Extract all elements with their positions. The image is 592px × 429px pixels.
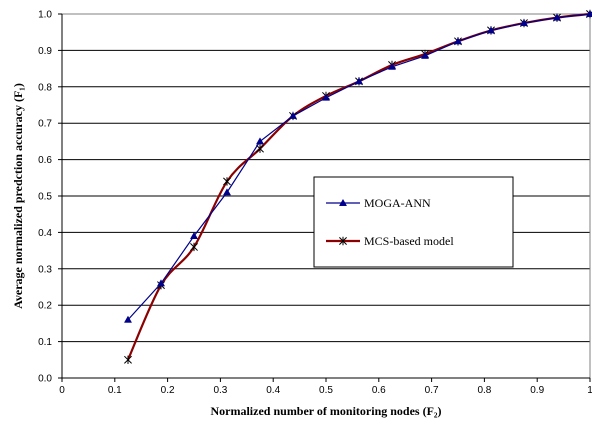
x-tick-label: 0.8 (477, 385, 491, 396)
data-point-moga-ann (552, 13, 562, 21)
data-point-moga-ann (255, 137, 265, 145)
data-point-moga-ann (189, 231, 199, 239)
x-tick-label: 0.6 (372, 385, 386, 396)
data-point-moga-ann (288, 111, 298, 119)
data-point-moga-ann (519, 18, 529, 27)
data-point-mcs-based-model (124, 355, 132, 364)
legend-marker (339, 236, 347, 246)
x-tick-label: 0.7 (425, 385, 439, 396)
legend: MOGA-ANN MCS-based model (313, 176, 514, 268)
data-point-moga-ann (156, 279, 166, 287)
x-tick-label: 0.4 (266, 385, 280, 396)
data-point-moga-ann (321, 93, 331, 101)
data-point-mcs-based-model (223, 177, 231, 186)
data-point-moga-ann (387, 62, 397, 70)
y-tick-label: 0.8 (38, 82, 52, 93)
series-line-moga-ann (127, 13, 591, 321)
legend-marker-moga-ann (338, 198, 348, 206)
legend-label-mcs-based-model: MCS-based model (364, 234, 454, 248)
series-layer (123, 9, 592, 364)
y-tick-label: 0.4 (38, 228, 52, 239)
data-point-moga-ann (222, 188, 232, 196)
x-tick-label: 1 (587, 385, 592, 396)
y-tick-label: 0.3 (38, 264, 52, 275)
x-axis-title: Normalized number of monitoring nodes (F… (210, 404, 441, 418)
legend-entry-mcs-based-model: MCS-based model (326, 234, 454, 248)
data-point-moga-ann (453, 37, 463, 45)
legend-marker-mcs-based-model (339, 236, 347, 246)
data-point-moga-ann (486, 26, 496, 34)
y-tick-label: 0.6 (38, 155, 52, 166)
y-tick-label: 0.7 (38, 119, 52, 130)
x-tick-label: 0.3 (213, 385, 227, 396)
legend-marker (338, 198, 348, 206)
x-tick-label: 0.9 (530, 385, 544, 396)
tick-labels: 0 0.1 0.2 0.3 0.4 0.5 0.6 0.7 0.8 0.9 1 0.0 0.1 0.2 0.… (38, 10, 592, 397)
x-tick-label: 0.1 (108, 385, 122, 396)
series-moga-ann (123, 9, 592, 323)
data-point-moga-ann (420, 51, 430, 59)
x-tick-label: 0.5 (319, 385, 333, 396)
legend-entry-moga-ann: MOGA-ANN (326, 196, 431, 210)
y-tick-label: 0.9 (38, 46, 52, 57)
legend-box (313, 176, 514, 268)
data-point-mcs-based-model (190, 242, 198, 252)
y-tick-label: 0.0 (38, 374, 52, 385)
y-axis-title: Average normalized predction accuracy (F… (11, 83, 25, 309)
y-tick-label: 1.0 (38, 10, 52, 21)
data-point-moga-ann (354, 77, 364, 85)
axes (58, 13, 591, 382)
y-tick-label: 0.2 (38, 301, 52, 312)
data-point-moga-ann (123, 315, 133, 323)
x-tick-label: 0.2 (161, 385, 175, 396)
y-tick-label: 0.1 (38, 337, 52, 348)
data-point-mcs-based-model (256, 144, 264, 153)
x-tick-label: 0 (59, 385, 65, 396)
legend-label-moga-ann: MOGA-ANN (364, 196, 431, 210)
y-tick-label: 0.5 (38, 192, 52, 203)
